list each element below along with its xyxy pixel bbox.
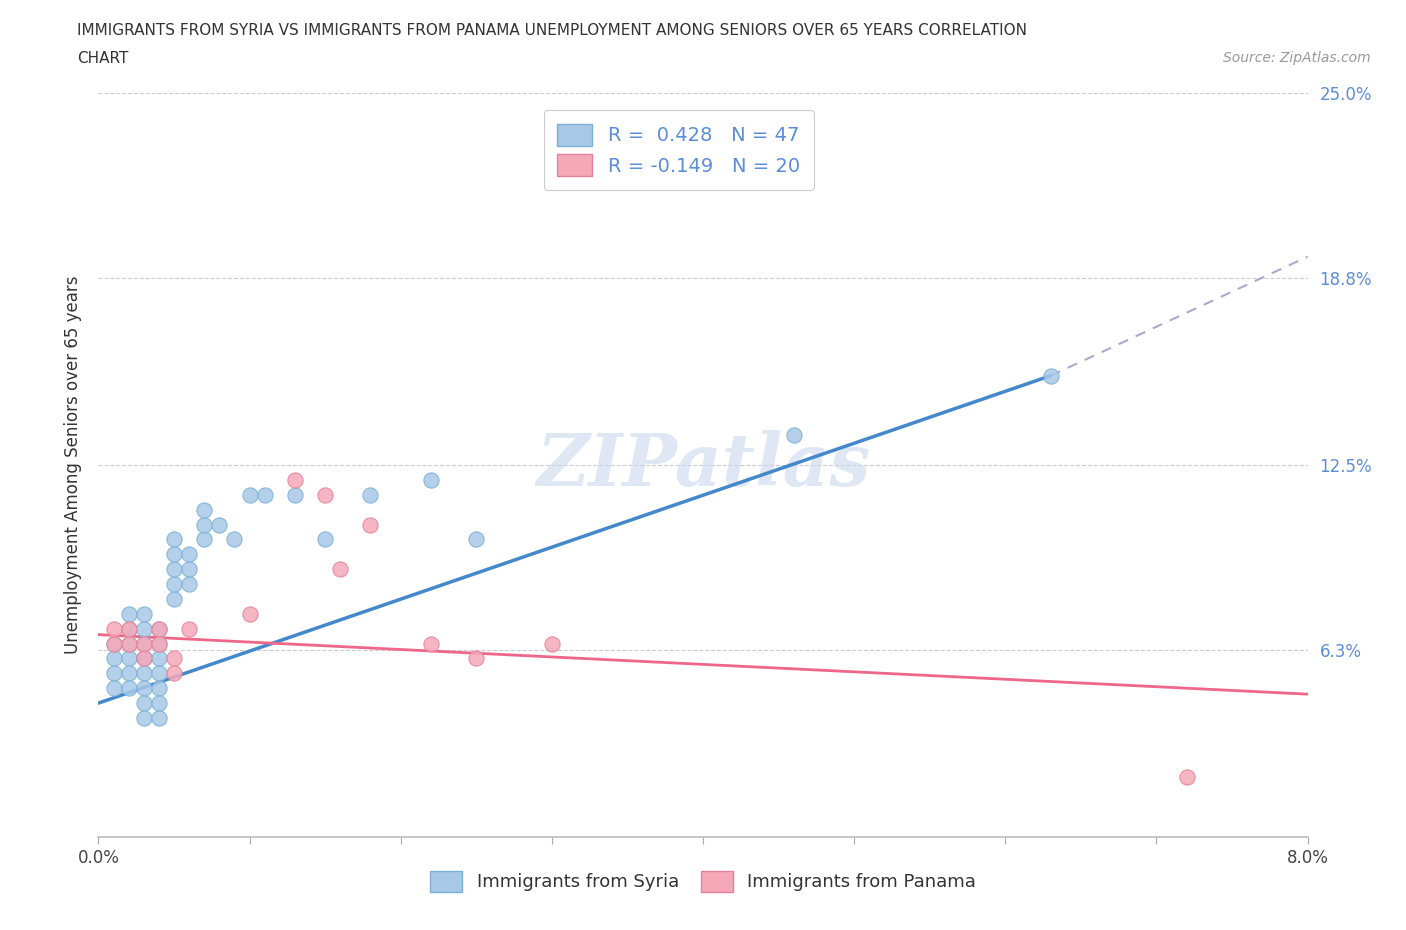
Point — [163, 532, 186, 547]
Point — [540, 636, 562, 651]
Point — [118, 636, 141, 651]
Point — [132, 651, 155, 666]
Point — [148, 711, 170, 725]
Point — [284, 487, 307, 502]
Point — [118, 636, 141, 651]
Point — [148, 621, 170, 636]
Point — [103, 681, 125, 696]
Text: ZIPatlas: ZIPatlas — [536, 430, 870, 500]
Point — [103, 636, 125, 651]
Point — [179, 547, 201, 562]
Point — [103, 666, 125, 681]
Point — [314, 487, 336, 502]
Point — [118, 621, 141, 636]
Point — [224, 532, 246, 547]
Point — [420, 636, 443, 651]
Point — [148, 651, 170, 666]
Point — [132, 636, 155, 651]
Point — [103, 636, 125, 651]
Point — [132, 696, 155, 711]
Point — [118, 666, 141, 681]
Point — [208, 517, 231, 532]
Text: Source: ZipAtlas.com: Source: ZipAtlas.com — [1223, 51, 1371, 65]
Legend: Immigrants from Syria, Immigrants from Panama: Immigrants from Syria, Immigrants from P… — [419, 860, 987, 902]
Point — [163, 666, 186, 681]
Point — [132, 681, 155, 696]
Point — [193, 532, 215, 547]
Point — [360, 487, 382, 502]
Text: CHART: CHART — [77, 51, 129, 66]
Point — [132, 666, 155, 681]
Point — [179, 621, 201, 636]
Point — [148, 636, 170, 651]
Point — [420, 472, 443, 487]
Point — [148, 636, 170, 651]
Point — [193, 502, 215, 517]
Point — [329, 562, 352, 577]
Point — [314, 532, 336, 547]
Point — [148, 666, 170, 681]
Point — [132, 636, 155, 651]
Point — [118, 681, 141, 696]
Point — [179, 577, 201, 591]
Point — [163, 547, 186, 562]
Y-axis label: Unemployment Among Seniors over 65 years: Unemployment Among Seniors over 65 years — [65, 276, 83, 654]
Point — [148, 621, 170, 636]
Point — [465, 651, 488, 666]
Point — [360, 517, 382, 532]
Point — [193, 517, 215, 532]
Point — [163, 591, 186, 606]
Point — [239, 606, 262, 621]
Point — [132, 621, 155, 636]
Point — [163, 577, 186, 591]
Point — [132, 606, 155, 621]
Point — [118, 621, 141, 636]
Point — [253, 487, 276, 502]
Point — [179, 562, 201, 577]
Point — [148, 696, 170, 711]
Point — [163, 651, 186, 666]
Point — [239, 487, 262, 502]
Point — [118, 651, 141, 666]
Point — [132, 651, 155, 666]
Point — [118, 606, 141, 621]
Point — [103, 621, 125, 636]
Point — [465, 532, 488, 547]
Point — [103, 651, 125, 666]
Point — [1175, 770, 1198, 785]
Point — [132, 711, 155, 725]
Point — [284, 472, 307, 487]
Point — [148, 681, 170, 696]
Point — [163, 562, 186, 577]
Point — [1039, 368, 1062, 383]
Point — [783, 428, 806, 443]
Text: IMMIGRANTS FROM SYRIA VS IMMIGRANTS FROM PANAMA UNEMPLOYMENT AMONG SENIORS OVER : IMMIGRANTS FROM SYRIA VS IMMIGRANTS FROM… — [77, 23, 1028, 38]
